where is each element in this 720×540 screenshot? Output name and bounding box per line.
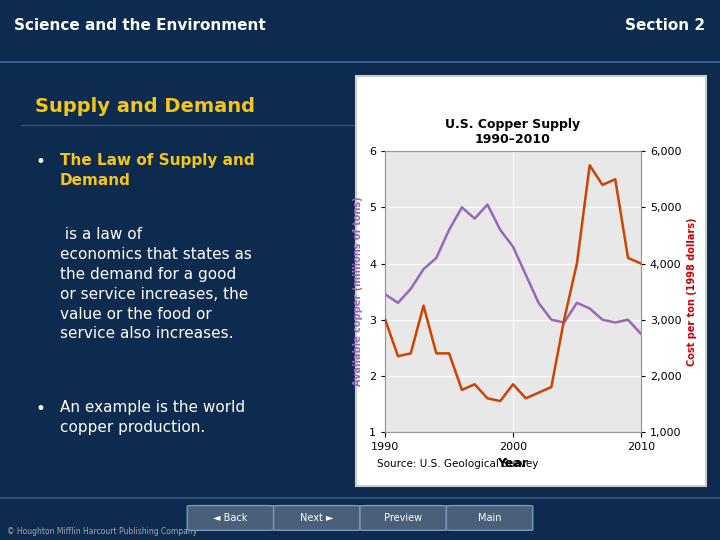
- FancyBboxPatch shape: [274, 505, 360, 530]
- Text: Source: U.S. Geological Survey: Source: U.S. Geological Survey: [377, 460, 539, 469]
- Text: is a law of
economics that states as
the demand for a good
or service increases,: is a law of economics that states as the…: [60, 227, 252, 341]
- Text: •: •: [35, 400, 45, 418]
- FancyBboxPatch shape: [446, 505, 533, 530]
- FancyBboxPatch shape: [356, 76, 706, 485]
- Text: •: •: [35, 153, 45, 171]
- Text: Next ►: Next ►: [300, 513, 333, 523]
- Text: The Law of Supply and
Demand: The Law of Supply and Demand: [60, 153, 255, 187]
- Y-axis label: Cost per ton (1998 dollars): Cost per ton (1998 dollars): [687, 217, 697, 366]
- Text: Preview: Preview: [384, 513, 422, 523]
- Text: ◄ Back: ◄ Back: [213, 513, 248, 523]
- Text: © Houghton Mifflin Harcourt Publishing Company: © Houghton Mifflin Harcourt Publishing C…: [7, 527, 197, 536]
- Title: U.S. Copper Supply
1990–2010: U.S. Copper Supply 1990–2010: [446, 118, 580, 146]
- Y-axis label: Available copper (millions of tons): Available copper (millions of tons): [354, 197, 364, 387]
- FancyBboxPatch shape: [187, 505, 274, 530]
- Text: Supply and Demand: Supply and Demand: [35, 97, 256, 116]
- Text: Main: Main: [478, 513, 501, 523]
- Text: Science and the Environment: Science and the Environment: [14, 18, 266, 33]
- Text: An example is the world
copper production.: An example is the world copper productio…: [60, 400, 246, 435]
- Text: Section 2: Section 2: [626, 18, 706, 33]
- FancyBboxPatch shape: [360, 505, 446, 530]
- X-axis label: Year: Year: [498, 457, 528, 470]
